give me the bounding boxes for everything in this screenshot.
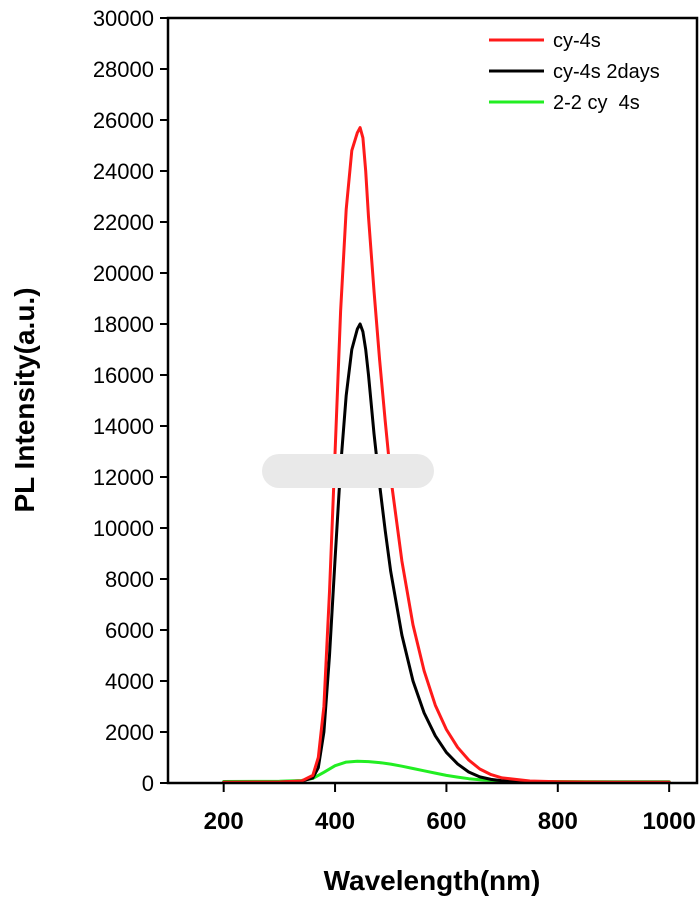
y-tick-label: 22000 bbox=[93, 210, 154, 235]
plot-frame bbox=[166, 16, 699, 785]
y-tick-label: 2000 bbox=[105, 720, 154, 745]
legend-label: cy-4s bbox=[553, 30, 601, 52]
x-tick-label: 600 bbox=[426, 808, 466, 835]
y-tick-label: 6000 bbox=[105, 618, 154, 643]
x-axis-ticks: 200 400 600 800 1000 bbox=[204, 783, 696, 835]
y-tick-label: 14000 bbox=[93, 414, 154, 439]
y-tick-label: 20000 bbox=[93, 261, 154, 286]
y-tick-label: 26000 bbox=[93, 108, 154, 133]
y-tick-label: 30000 bbox=[93, 6, 154, 31]
series-line-0 bbox=[222, 126, 671, 784]
series-line-2 bbox=[222, 759, 671, 784]
y-tick-label: 16000 bbox=[93, 363, 154, 388]
y-axis-ticks: 0 2000 4000 6000 8000 10000 12000 14000 16000 180… bbox=[93, 6, 168, 796]
legend-label: cy-4s 2days bbox=[553, 61, 660, 83]
x-tick-label: 800 bbox=[538, 808, 578, 835]
y-tick-label: 4000 bbox=[105, 669, 154, 694]
y-axis-title: PL Intensity(a.u.) bbox=[9, 287, 40, 512]
y-tick-label: 0 bbox=[142, 771, 154, 796]
series-line-1 bbox=[222, 322, 671, 784]
y-tick-label: 10000 bbox=[93, 516, 154, 541]
legend: cy-4s cy-4s 2days 2-2 cy 4s bbox=[489, 30, 660, 114]
legend-label: 2-2 cy 4s bbox=[553, 92, 640, 114]
x-axis-title: Wavelength(nm) bbox=[324, 865, 541, 896]
x-tick-label: 400 bbox=[315, 808, 355, 835]
y-tick-label: 8000 bbox=[105, 567, 154, 592]
y-tick-label: 28000 bbox=[93, 57, 154, 82]
y-tick-label: 18000 bbox=[93, 312, 154, 337]
y-tick-label: 12000 bbox=[93, 465, 154, 490]
x-tick-label: 1000 bbox=[642, 808, 695, 835]
x-tick-label: 200 bbox=[204, 808, 244, 835]
y-tick-label: 24000 bbox=[93, 159, 154, 184]
highlight-bar bbox=[262, 454, 434, 488]
